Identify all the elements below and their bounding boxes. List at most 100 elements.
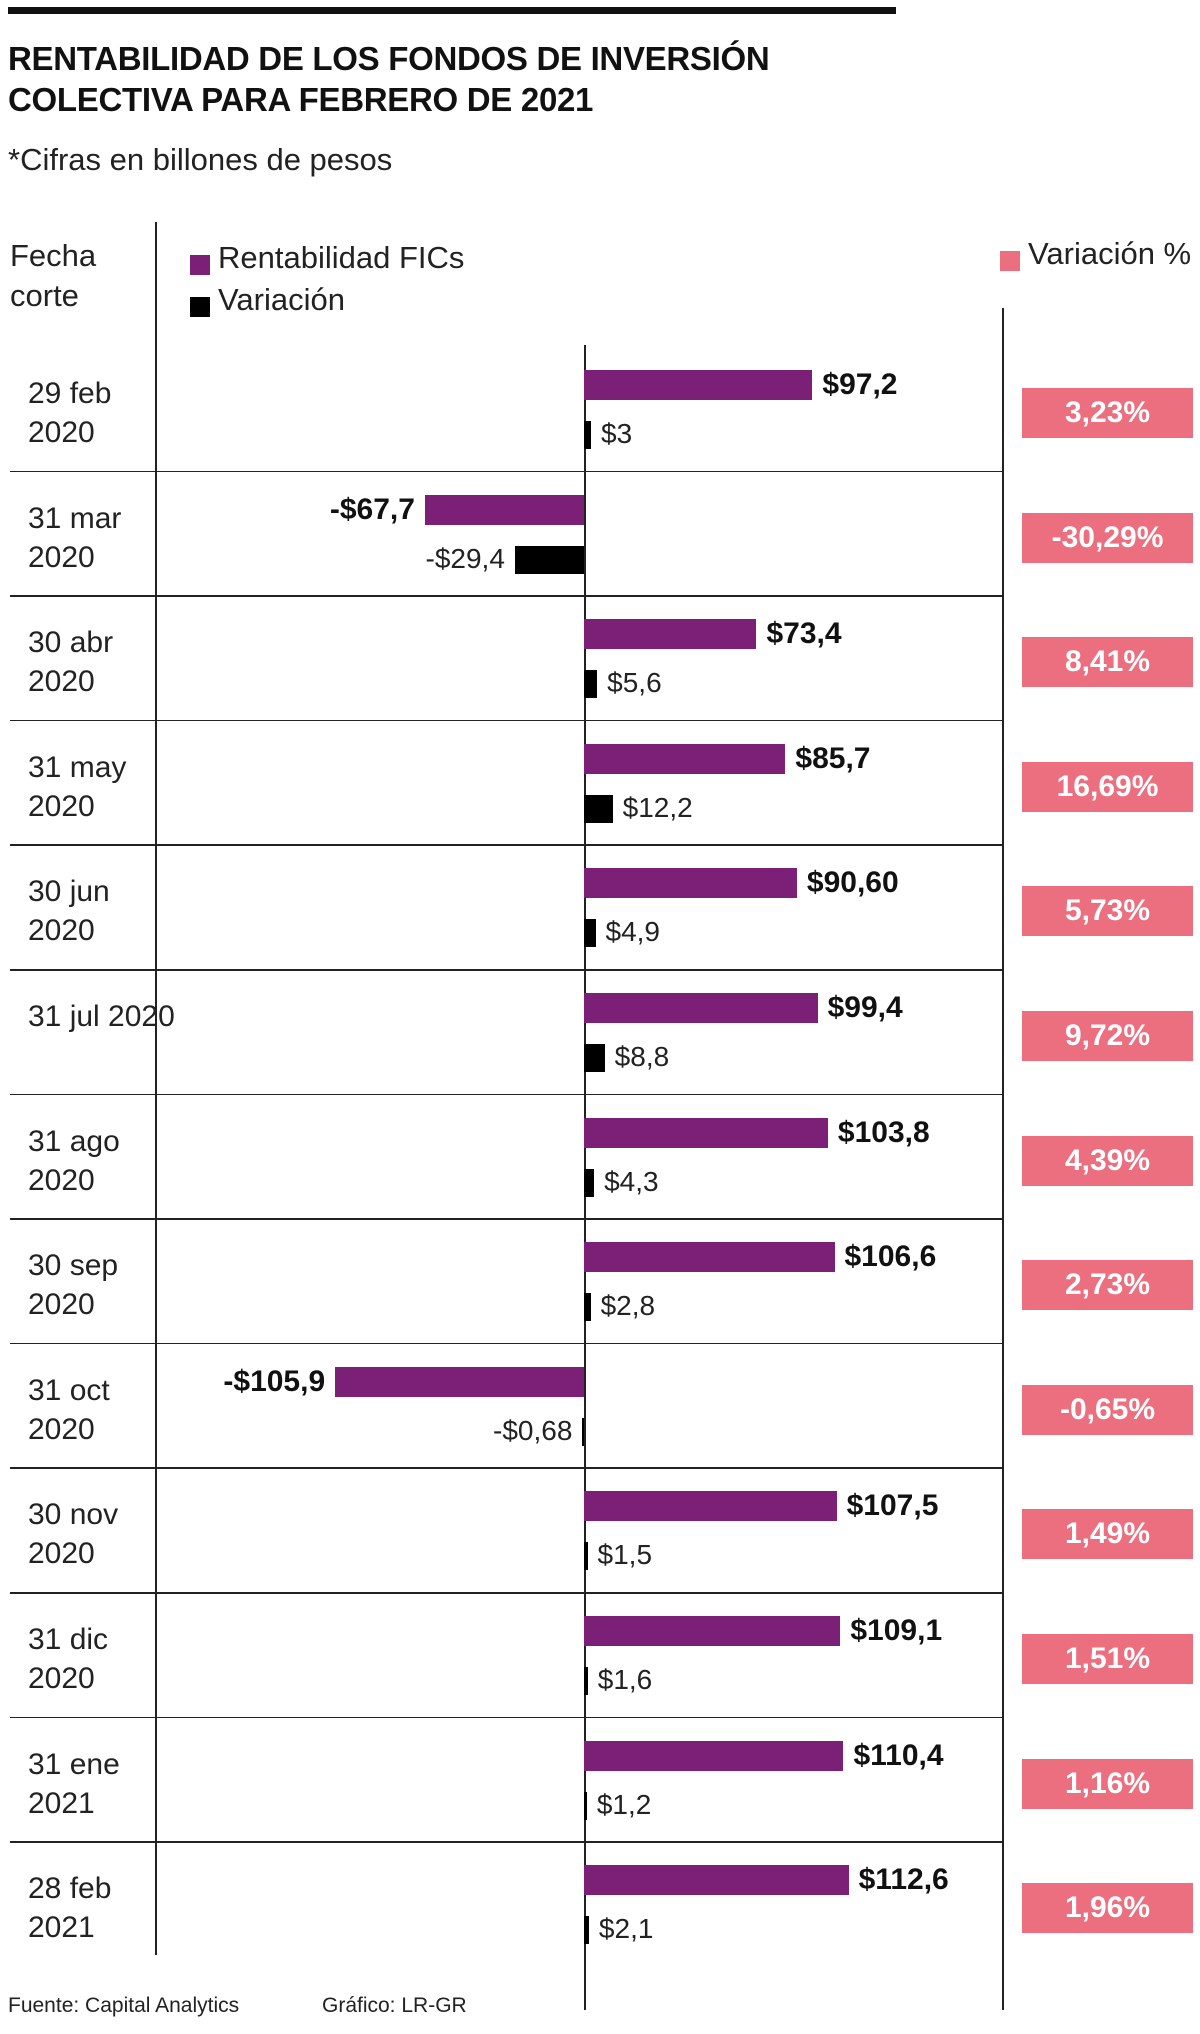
bar-variation (584, 670, 598, 699)
bar-label: $99,4 (827, 991, 903, 1024)
variation-label: -$0,68 (493, 1414, 573, 1446)
bar-fics (584, 1491, 837, 1522)
bar-label: $73,4 (766, 617, 842, 651)
bar-fics (335, 1366, 584, 1397)
bar-fics (424, 494, 584, 525)
variation-pct-box: 16,69% (1022, 761, 1193, 812)
legend-label: Variación % (1028, 236, 1192, 271)
variation-pct-box: 3,23% (1022, 388, 1193, 438)
variation-pct-box: 5,73% (1022, 886, 1193, 937)
bar-label: $112,6 (858, 1863, 949, 1897)
bar-label: -$105,9 (223, 1364, 326, 1398)
row-divider (10, 1467, 1002, 1469)
bar-variation (584, 794, 613, 823)
variation-label: $8,8 (614, 1041, 670, 1072)
row-divider (10, 1093, 1002, 1096)
bar-variation (584, 1791, 587, 1820)
row-divider (10, 1841, 1002, 1843)
category-label: 31 dic 2020 (28, 1623, 109, 1695)
variation-pct-box: 2,73% (1022, 1260, 1193, 1311)
row-divider (10, 844, 1002, 846)
bar-label: $97,2 (822, 368, 898, 401)
variation-label: $2,1 (598, 1913, 654, 1945)
category-label: 31 oct 2020 (28, 1373, 110, 1446)
bar-fics (584, 1616, 841, 1646)
legend-label: Rentabilidad FICs (218, 240, 465, 275)
row-divider (10, 1218, 1002, 1220)
bar-label: $103,8 (837, 1115, 930, 1149)
bar-variation (584, 1293, 591, 1322)
variation-label: $4,3 (604, 1165, 659, 1197)
variation-pct-box: 1,16% (1022, 1758, 1193, 1809)
subtitle: *Cifras en billones de pesos (8, 142, 393, 177)
row-divider (10, 595, 1002, 597)
column-divider (155, 222, 157, 1955)
variation-label: $2,8 (600, 1290, 656, 1322)
bar-label: $109,1 (850, 1614, 943, 1647)
bar-fics (584, 1740, 844, 1771)
legend-swatch (190, 255, 210, 275)
variation-label: $1,2 (596, 1788, 652, 1820)
row-divider (10, 1592, 1002, 1594)
bar-fics (584, 1865, 849, 1896)
bar-fics (584, 743, 786, 774)
category-label: 31 jul 2020 (28, 1000, 175, 1033)
bar-fics (584, 1242, 835, 1273)
variation-label: $5,6 (607, 667, 662, 699)
bar-label: $90,60 (806, 866, 899, 900)
bar-variation (584, 1168, 595, 1197)
category-label: 29 feb 2020 (28, 377, 112, 449)
row-divider (10, 1342, 1002, 1345)
category-label: 30 abr 2020 (28, 626, 114, 699)
bar-variation (582, 1417, 584, 1446)
bar-fics (584, 868, 797, 899)
category-label: 30 sep 2020 (28, 1249, 119, 1322)
source: Fuente: Capital Analytics (8, 1994, 240, 2017)
bar-fics (584, 619, 757, 650)
column-divider (1002, 308, 1004, 2010)
variation-pct-box: -30,29% (1022, 512, 1193, 563)
variation-pct-box: 1,51% (1022, 1634, 1193, 1684)
bar-variation (584, 421, 592, 449)
bar-label: $110,4 (853, 1738, 944, 1772)
bar-variation (584, 1667, 588, 1695)
bar-variation (584, 1542, 588, 1571)
legend-swatch (1000, 251, 1020, 271)
category-label: 30 jun 2020 (28, 875, 110, 948)
category-label: 30 nov 2020 (28, 1498, 119, 1571)
top-rule (8, 7, 896, 14)
chart-title: RENTABILIDAD DE LOS FONDOS DE INVERSIÓN … (8, 40, 770, 118)
bar-variation (584, 1044, 605, 1072)
variation-label: $4,9 (605, 916, 661, 948)
credit: Gráfico: LR-GR (322, 1994, 467, 2017)
bar-label: $107,5 (846, 1489, 939, 1523)
variation-pct-box: 8,41% (1022, 637, 1193, 688)
variation-pct-box: 4,39% (1022, 1135, 1193, 1186)
category-label: 28 feb 2021 (28, 1872, 112, 1945)
category-label: 31 ene 2021 (28, 1747, 120, 1820)
legend-label: Variación (218, 282, 345, 317)
bar-fics (584, 1117, 828, 1148)
bar-variation (584, 919, 596, 948)
category-label: 31 mar 2020 (28, 501, 122, 574)
bar-variation (584, 1916, 589, 1945)
variation-label: $1,5 (597, 1539, 653, 1571)
variation-pct-box: 9,72% (1022, 1011, 1193, 1061)
category-label: 31 may 2020 (28, 750, 127, 823)
variation-pct-box: 1,49% (1022, 1509, 1193, 1560)
variation-label: $12,2 (622, 791, 693, 823)
variation-pct-box: 1,96% (1022, 1883, 1193, 1934)
variation-label: $1,6 (597, 1664, 653, 1695)
variation-pct-box: -0,65% (1022, 1384, 1193, 1435)
variation-label: -$29,4 (425, 542, 505, 574)
row-divider (10, 1716, 1002, 1719)
category-label: 31 ago 2020 (28, 1124, 120, 1197)
variation-label: $3 (601, 418, 633, 449)
category-header: Fecha corte (10, 238, 97, 313)
row-divider (10, 719, 1002, 722)
bar-label: $85,7 (795, 741, 871, 775)
legend-swatch (190, 297, 210, 317)
bar-fics (584, 370, 813, 400)
bar-label: $106,6 (844, 1240, 937, 1274)
bar-label: -$67,7 (329, 492, 415, 526)
